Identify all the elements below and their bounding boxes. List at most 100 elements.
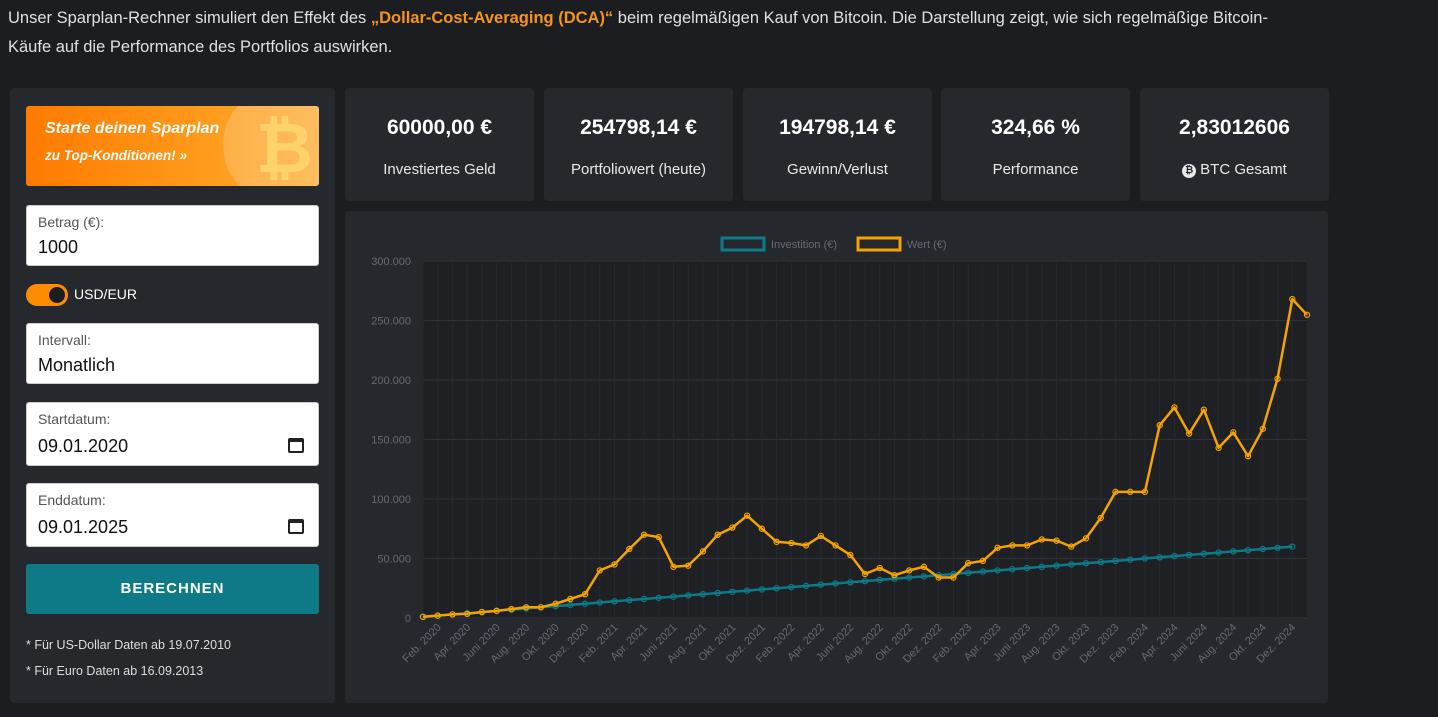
data-point	[920, 573, 928, 580]
data-point	[1141, 488, 1149, 496]
data-point	[537, 604, 545, 611]
currency-toggle[interactable]	[26, 284, 68, 306]
promo-banner[interactable]: ₿ Starte deinen Sparplan zu Top-Konditio…	[26, 106, 319, 186]
start-date-input[interactable]: 09.01.2020	[38, 436, 129, 456]
data-point	[1009, 566, 1016, 573]
stat-value: 194798,14 €	[779, 116, 896, 139]
interval-select[interactable]: Intervall: Monatlich	[26, 323, 319, 384]
end-date-label: Enddatum:	[38, 492, 106, 508]
data-point	[493, 607, 500, 615]
data-point	[626, 596, 633, 604]
intro-text: Unser Sparplan-Rechner simuliert den Eff…	[8, 9, 1268, 56]
start-date-field[interactable]: Startdatum: 09.01.2020	[26, 402, 319, 466]
data-point	[788, 539, 795, 547]
data-point	[1097, 558, 1104, 566]
data-point	[1082, 560, 1090, 567]
data-point	[596, 599, 603, 606]
y-tick-label: 0	[405, 613, 411, 625]
data-point	[1171, 552, 1178, 560]
data-point	[1038, 536, 1046, 543]
amount-input[interactable]: 1000	[38, 237, 79, 257]
data-point	[434, 612, 441, 619]
data-point	[1303, 311, 1311, 318]
legend-swatch	[856, 236, 902, 252]
stat-btc-total: 2,83012606 ₿ BTC Gesamt	[1140, 88, 1329, 201]
calendar-icon[interactable]	[288, 438, 304, 453]
data-point	[670, 563, 677, 571]
promo-subtitle: zu Top-Konditionen! »	[45, 148, 187, 163]
data-point	[419, 613, 427, 621]
data-point	[876, 564, 883, 572]
stat-portfolio-value: 254798,14 € Portfoliowert (heute)	[544, 88, 733, 201]
data-point	[581, 600, 589, 607]
data-point	[567, 601, 574, 609]
data-point	[1156, 422, 1163, 429]
data-point	[1244, 546, 1252, 554]
data-point	[685, 562, 692, 569]
data-point	[611, 561, 618, 568]
data-point	[1023, 542, 1031, 549]
data-point	[655, 594, 662, 601]
legend-label: Wert (€)	[907, 239, 947, 251]
data-point	[581, 591, 589, 598]
end-date-input[interactable]: 09.01.2025	[38, 517, 129, 537]
amount-field[interactable]: Betrag (€): 1000	[26, 205, 319, 266]
data-point	[1127, 488, 1134, 496]
data-point	[964, 569, 972, 576]
note-eur: * Für Euro Daten ab 16.09.2013	[26, 664, 204, 678]
data-point	[1082, 535, 1090, 542]
data-point	[640, 531, 648, 538]
data-point	[1244, 452, 1252, 460]
y-tick-label: 150.000	[371, 435, 411, 447]
data-point	[847, 551, 854, 559]
data-point	[1200, 406, 1208, 413]
data-point	[1215, 549, 1222, 556]
data-point	[802, 542, 810, 549]
data-point	[758, 586, 766, 593]
y-tick-label: 200.000	[371, 375, 411, 387]
data-point	[626, 545, 633, 553]
stat-value: 2,83012606	[1179, 116, 1290, 139]
data-point	[729, 588, 736, 596]
data-point	[964, 560, 972, 567]
data-point	[567, 595, 574, 603]
stat-value: 324,66 %	[991, 116, 1080, 139]
data-point	[640, 595, 648, 603]
calendar-icon[interactable]	[288, 519, 304, 534]
stat-value: 60000,00 €	[386, 116, 493, 139]
data-point	[1230, 429, 1237, 436]
data-point	[906, 567, 913, 574]
data-point	[817, 581, 824, 588]
data-point	[935, 574, 942, 581]
data-point	[832, 542, 839, 549]
bitcoin-logo-icon: ₿	[255, 107, 313, 186]
data-point	[714, 531, 721, 538]
stat-caption: Portfoliowert (heute)	[570, 161, 707, 178]
data-point	[950, 574, 957, 581]
data-point	[891, 571, 898, 579]
data-point	[1009, 542, 1016, 549]
data-point	[788, 583, 795, 591]
data-point	[994, 567, 1001, 574]
data-point	[802, 582, 810, 590]
stat-caption: Gewinn/Verlust	[787, 161, 888, 178]
data-point	[522, 604, 530, 611]
legend-swatch	[720, 236, 766, 252]
stat-value: 254798,14 €	[580, 116, 697, 139]
stat-caption: ₿ BTC Gesamt	[1140, 161, 1329, 178]
data-point	[552, 600, 559, 607]
data-point	[1068, 561, 1075, 568]
data-point	[1097, 514, 1104, 522]
end-date-field[interactable]: Enddatum: 09.01.2025	[26, 483, 319, 547]
data-point	[743, 512, 751, 519]
legend-label: Investition (€)	[771, 239, 837, 251]
calculate-button[interactable]: BERECHNEN	[26, 564, 319, 614]
promo-title: Starte deinen Sparplan	[45, 120, 220, 137]
toggle-knob	[49, 287, 65, 303]
interval-value[interactable]: Monatlich	[38, 355, 116, 375]
data-point	[1185, 430, 1193, 437]
data-point	[979, 557, 987, 565]
data-point	[1141, 555, 1149, 562]
stat-caption: Performance	[992, 161, 1079, 178]
data-point	[1185, 551, 1193, 559]
